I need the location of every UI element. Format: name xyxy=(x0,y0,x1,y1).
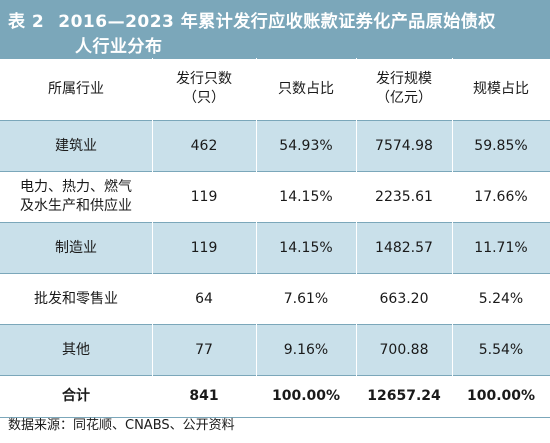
column-separator xyxy=(256,58,257,417)
header-count-share: 只数占比 xyxy=(278,80,334,97)
row-rule xyxy=(0,324,550,325)
header-top-rule xyxy=(0,58,550,59)
data-source-note: 数据来源：同花顺、CNABS、公开资料 xyxy=(8,418,235,433)
scale-cell: 1482.57 xyxy=(375,239,433,256)
industry-cell: 电力、热力、燃气 及水生产和供应业 xyxy=(20,179,132,214)
scale-share-cell: 17.66% xyxy=(474,188,528,205)
count-share-cell: 9.16% xyxy=(283,341,329,358)
count-share-cell: 7.61% xyxy=(283,290,329,307)
header-bottom-rule xyxy=(0,120,550,121)
scale-share-cell: 5.24% xyxy=(478,290,524,307)
table-title-line-2: 人行业分布 xyxy=(75,37,163,57)
scale-share-cell: 5.54% xyxy=(478,341,524,358)
table-title-line-1: 表 2 2016—2023 年累计发行应收账款证券化产品原始债权 xyxy=(8,7,496,32)
total-scale: 12657.24 xyxy=(367,388,441,404)
header-scale-share: 规模占比 xyxy=(473,80,529,97)
table-row: 建筑业 462 54.93% 7574.98 59.85% xyxy=(0,121,550,171)
table-title-bar: 表 2 2016—2023 年累计发行应收账款证券化产品原始债权 人行业分布 xyxy=(0,0,550,58)
table-row: 制造业 119 14.15% 1482.57 11.71% xyxy=(0,223,550,273)
total-scale-share: 100.00% xyxy=(466,388,536,404)
industry-cell: 制造业 xyxy=(55,239,97,256)
total-count-share: 100.00% xyxy=(271,388,341,404)
count-cell: 119 xyxy=(190,239,218,256)
count-share-cell: 54.93% xyxy=(279,137,333,154)
count-cell: 462 xyxy=(190,137,218,154)
column-separator xyxy=(356,58,357,417)
industry-cell: 批发和零售业 xyxy=(34,290,118,307)
industry-cell: 其他 xyxy=(62,341,90,358)
header-industry: 所属行业 xyxy=(48,80,104,97)
count-cell: 64 xyxy=(195,290,213,307)
scale-share-cell: 59.85% xyxy=(474,137,528,154)
total-label: 合计 xyxy=(62,388,90,404)
row-rule xyxy=(0,222,550,223)
scale-cell: 663.20 xyxy=(379,290,429,307)
header-issue-scale: 发行规模 （亿元） xyxy=(376,71,432,106)
row-rule xyxy=(0,273,550,274)
count-share-cell: 14.15% xyxy=(279,188,333,205)
count-cell: 77 xyxy=(195,341,213,358)
scale-cell: 2235.61 xyxy=(375,188,433,205)
column-separator xyxy=(152,58,153,417)
table-title-text: 2016—2023 年累计发行应收账款证券化产品原始债权 xyxy=(58,12,496,32)
table-header-row: 所属行业 发行只数 （只） 只数占比 发行规模 （亿元） 规模占比 xyxy=(0,58,550,120)
row-rule xyxy=(0,375,550,376)
table-total-row: 合计 841 100.00% 12657.24 100.00% xyxy=(0,376,550,417)
header-issue-count: 发行只数 （只） xyxy=(176,71,232,106)
table-row: 其他 77 9.16% 700.88 5.54% xyxy=(0,325,550,375)
row-rule xyxy=(0,171,550,172)
scale-cell: 7574.98 xyxy=(375,137,433,154)
column-separator xyxy=(452,58,453,417)
scale-cell: 700.88 xyxy=(379,341,429,358)
total-count: 841 xyxy=(189,388,219,404)
table-row: 批发和零售业 64 7.61% 663.20 5.24% xyxy=(0,274,550,324)
table-bottom-rule xyxy=(0,417,550,418)
industry-cell: 建筑业 xyxy=(55,137,97,154)
count-share-cell: 14.15% xyxy=(279,239,333,256)
table-row: 电力、热力、燃气 及水生产和供应业 119 14.15% 2235.61 17.… xyxy=(0,172,550,222)
count-cell: 119 xyxy=(190,188,218,205)
table-number: 表 2 xyxy=(8,12,45,32)
scale-share-cell: 11.71% xyxy=(474,239,528,256)
